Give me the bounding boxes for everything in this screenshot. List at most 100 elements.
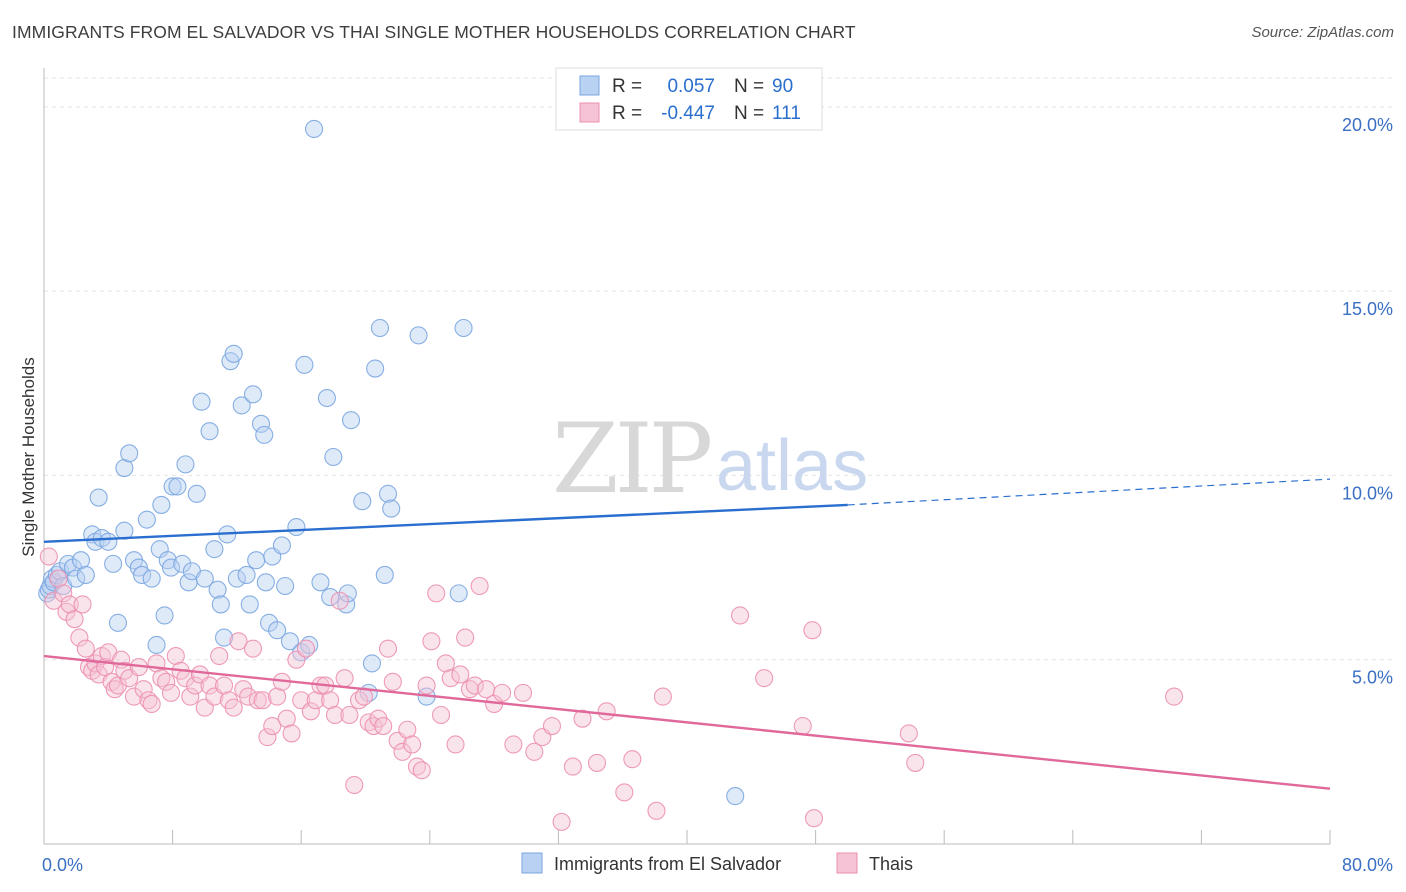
point-thais-76 (378, 639, 398, 658)
point-thais-120 (623, 750, 642, 769)
point-thais-3 (54, 584, 73, 603)
stats-n-label-1: N = (734, 76, 764, 97)
point-el-salvador-90 (726, 787, 745, 806)
point-thais-88 (436, 654, 455, 673)
y-tick-label-3: 20.0% (1342, 115, 1393, 135)
series-legend: Immigrants from El Salvador Thais (521, 852, 913, 874)
point-el-salvador-47 (214, 628, 234, 647)
point-el-salvador-59 (256, 573, 275, 592)
point-thais-100 (513, 683, 533, 702)
point-thais-84 (417, 676, 436, 695)
point-thais-67 (335, 669, 354, 688)
point-thais-2 (49, 569, 68, 588)
y-tick-labels: 5.0% 10.0% 15.0% 20.0% (1342, 115, 1393, 688)
point-thais-87 (432, 705, 451, 725)
point-thais-106 (573, 709, 592, 728)
point-el-salvador-26 (137, 510, 156, 529)
point-thais-68 (340, 705, 359, 725)
y-tick-label-0: 5.0% (1352, 668, 1393, 688)
stats-r-label-1: R = (612, 76, 642, 97)
point-el-salvador-54 (240, 595, 259, 614)
point-thais-48 (243, 639, 263, 658)
point-thais-75 (374, 717, 393, 736)
point-el-salvador-77 (341, 411, 361, 430)
point-thais-94 (465, 676, 484, 695)
legend-swatch-el-salvador (521, 852, 543, 874)
point-thais-109 (615, 783, 634, 802)
point-thais-61 (306, 691, 325, 710)
point-thais-5 (60, 595, 79, 614)
point-el-salvador-70 (305, 119, 324, 139)
point-el-salvador-80 (362, 654, 381, 673)
point-thais-114 (803, 621, 822, 640)
point-thais-39 (200, 676, 219, 695)
point-el-salvador-35 (168, 477, 187, 496)
point-thais-59 (296, 639, 316, 658)
point-el-salvador-71 (311, 573, 330, 592)
point-thais-108 (597, 702, 616, 721)
point-el-salvador-31 (155, 606, 174, 625)
point-thais-56 (282, 724, 301, 743)
point-el-salvador-33 (161, 558, 181, 577)
point-el-salvador-27 (142, 569, 161, 588)
point-el-salvador-30 (152, 495, 171, 514)
point-el-salvador-73 (321, 588, 340, 607)
point-thais-8 (73, 595, 92, 614)
trend-line-thais (43, 654, 1331, 790)
x-tick-label-max: 80.0% (1342, 855, 1393, 875)
point-thais-101 (525, 742, 544, 761)
point-thais-115 (804, 809, 824, 828)
point-thais-53 (268, 687, 287, 706)
point-thais-30 (157, 672, 176, 691)
point-thais-77 (383, 672, 402, 691)
point-thais-45 (229, 632, 248, 651)
point-thais-0 (39, 547, 58, 566)
legend-label-thais: Thais (869, 854, 913, 874)
point-el-salvador-20 (115, 459, 134, 478)
point-thais-119 (793, 717, 812, 736)
watermark-zip: ZIP (552, 403, 711, 515)
point-el-salvador-17 (99, 532, 118, 551)
point-el-salvador-44 (205, 540, 224, 559)
point-thais-85 (422, 632, 441, 651)
stats-n-label-2: N = (734, 103, 764, 124)
point-el-salvador-46 (211, 595, 230, 614)
point-thais-60 (301, 702, 320, 721)
point-el-salvador-36 (173, 554, 192, 573)
point-el-salvador-81 (366, 359, 385, 378)
point-thais-92 (456, 628, 475, 647)
point-el-salvador-37 (176, 455, 195, 474)
stats-n-value-1: 90 (772, 76, 793, 97)
legend-swatch-thais (836, 852, 858, 874)
point-thais-49 (248, 691, 267, 710)
trend-line-el-salvador (43, 503, 848, 543)
point-thais-31 (161, 683, 181, 702)
legend-label-el-salvador: Immigrants from El Salvador (554, 854, 781, 874)
point-el-salvador-85 (382, 499, 401, 518)
point-thais-116 (899, 724, 918, 743)
point-thais-112 (730, 606, 750, 625)
point-el-salvador-34 (163, 477, 182, 496)
point-el-salvador-43 (200, 422, 219, 441)
y-tick-label-1: 10.0% (1342, 483, 1393, 503)
point-el-salvador-78 (353, 492, 372, 511)
point-thais-111 (653, 687, 672, 706)
point-el-salvador-56 (247, 551, 266, 570)
trend-line-el-salvador-extension (847, 478, 1331, 506)
point-thais-25 (134, 680, 153, 699)
point-thais-35 (181, 687, 200, 706)
axes (43, 68, 1331, 845)
point-thais-52 (263, 717, 282, 736)
point-el-salvador-50 (224, 344, 243, 363)
point-thais-9 (76, 639, 95, 658)
point-thais-118 (1165, 687, 1184, 706)
point-thais-98 (493, 683, 512, 702)
point-el-salvador-62 (268, 621, 287, 640)
x-tick-label-min: 0.0% (42, 855, 83, 875)
point-el-salvador-45 (208, 580, 227, 599)
point-thais-86 (427, 584, 446, 603)
stats-legend-frame (555, 67, 823, 131)
point-el-salvador-65 (280, 632, 299, 651)
point-thais-36 (186, 676, 205, 695)
point-thais-117 (906, 753, 925, 772)
